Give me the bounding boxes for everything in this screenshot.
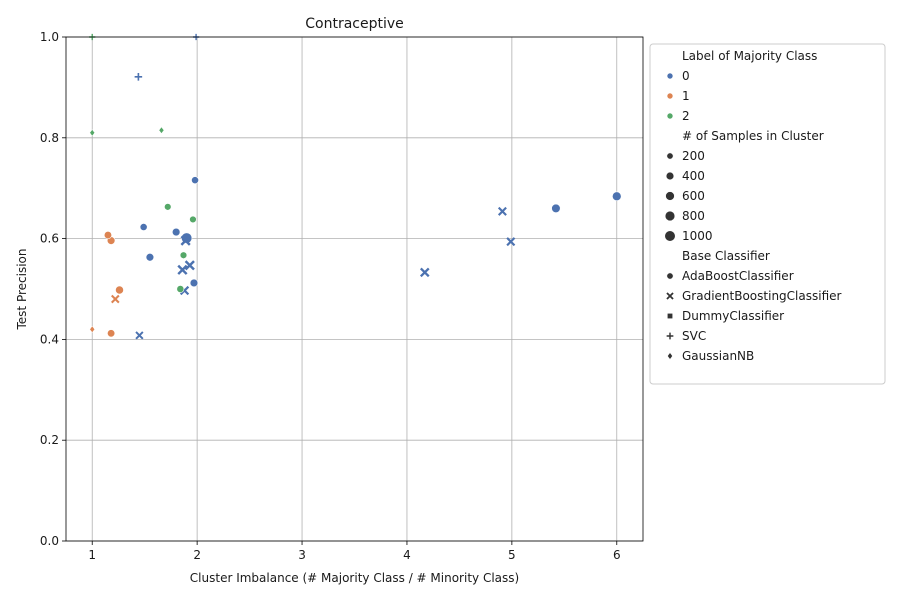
legend-hue-marker <box>666 112 674 120</box>
legend-hue-marker <box>666 72 674 80</box>
data-point <box>171 227 181 237</box>
data-point <box>176 285 185 293</box>
legend-style-label: AdaBoostClassifier <box>682 269 794 283</box>
legend-style-label: DummyClassifier <box>682 309 784 323</box>
data-point <box>139 223 148 231</box>
y-tick-label: 0.6 <box>40 232 59 246</box>
y-tick-label: 1.0 <box>40 30 59 44</box>
data-point <box>107 329 116 338</box>
x-tick-label: 3 <box>298 548 306 562</box>
legend-size-label: 200 <box>682 149 705 163</box>
x-tick-label: 6 <box>613 548 621 562</box>
legend-hue-label: 0 <box>682 69 690 83</box>
data-point <box>180 235 191 246</box>
data-point <box>111 294 120 304</box>
data-point <box>89 129 95 137</box>
legend-style-label: GradientBoostingClassifier <box>682 289 842 303</box>
legend-style-marker <box>666 292 674 300</box>
data-point <box>189 215 197 224</box>
data-point <box>115 285 124 295</box>
x-tick-label: 1 <box>88 548 96 562</box>
data-point <box>191 176 199 185</box>
x-tick-label: 2 <box>193 548 201 562</box>
x-tick-label: 5 <box>508 548 516 562</box>
grid-layer <box>66 36 643 542</box>
legend-hue-label: 2 <box>682 109 690 123</box>
legend-size-marker <box>664 230 676 242</box>
legend-size-title: # of Samples in Cluster <box>682 129 824 143</box>
data-point <box>497 206 507 216</box>
data-point <box>135 331 144 340</box>
points-layer <box>89 33 622 340</box>
legend-size-marker <box>665 191 675 201</box>
data-point <box>184 260 195 271</box>
data-point <box>134 73 143 81</box>
legend-style-label: SVC <box>682 329 706 343</box>
legend-size-label: 600 <box>682 189 705 203</box>
legend: Label of Majority Class 0 1 2 # of Samples i… <box>649 43 886 385</box>
legend-size-marker <box>666 152 674 160</box>
data-point <box>164 203 172 211</box>
data-point <box>506 237 516 247</box>
data-point <box>89 325 95 334</box>
legend-style-marker <box>666 272 674 280</box>
data-point <box>612 191 622 202</box>
legend-hue-label: 1 <box>682 89 690 103</box>
x-tick-label: 4 <box>403 548 411 562</box>
data-point <box>158 126 165 134</box>
legend-size-marker <box>664 210 676 222</box>
chart-title: Contraceptive <box>305 16 404 32</box>
data-point <box>551 203 561 213</box>
legend-size-label: 400 <box>682 169 705 183</box>
x-axis-title: Cluster Imbalance (# Majority Class / # … <box>190 571 519 585</box>
y-tick-label: 0.8 <box>40 131 59 145</box>
data-point <box>103 231 113 240</box>
data-point <box>145 253 155 262</box>
legend-style-title: Base Classifier <box>682 249 770 263</box>
data-point <box>179 251 188 259</box>
data-point <box>189 278 199 288</box>
legend-hue-marker <box>666 92 674 100</box>
legend-style-label: GaussianNB <box>682 349 754 363</box>
legend-style-marker <box>666 312 674 320</box>
legend-style-marker <box>666 332 674 340</box>
y-tick-label: 0.2 <box>40 433 59 447</box>
legend-size-label: 800 <box>682 209 705 223</box>
legend-size-label: 1000 <box>682 229 713 243</box>
y-tick-label: 0.0 <box>40 534 59 548</box>
plot-frame <box>65 36 644 542</box>
ticks-layer: 1 2 3 4 5 6 0.0 0.2 0.4 0.6 0.8 1.0 <box>40 30 621 562</box>
legend-style-marker <box>667 352 673 360</box>
y-axis-title: Test Precision <box>15 249 29 331</box>
data-point <box>419 267 430 278</box>
legend-hue-title: Label of Majority Class <box>682 49 817 63</box>
y-tick-label: 0.4 <box>40 332 59 346</box>
legend-frame <box>649 43 886 385</box>
legend-size-marker <box>665 171 675 181</box>
data-point <box>177 264 188 275</box>
